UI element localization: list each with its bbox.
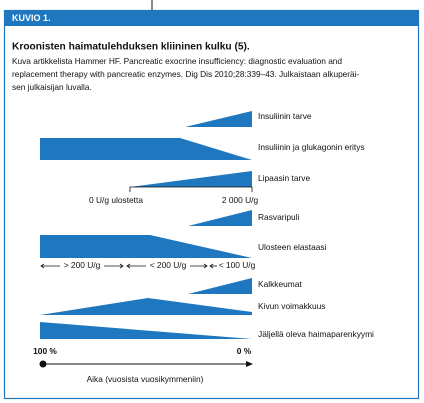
wedge [188, 210, 252, 226]
caption-line: sen julkaisijan luvalla. [12, 82, 92, 92]
wedge [40, 298, 252, 315]
elastase-level: > 200 U/g [64, 260, 101, 270]
row-label: Jäljellä oleva haimaparenkyymi [258, 329, 374, 339]
caption-line: replacement therapy with pancreatic enzy… [12, 69, 360, 79]
axis-start: 100 % [33, 346, 57, 356]
scale-label: 2 000 U/g [222, 195, 259, 205]
row-label: Rasvaripuli [258, 212, 300, 222]
axis-label: Aika (vuosista vuosikymmeniin) [87, 374, 204, 384]
wedge [188, 278, 252, 294]
header-label: KUVIO 1. [12, 13, 51, 23]
header-bar [4, 10, 419, 26]
wedge [130, 171, 252, 187]
row-label: Lipaasin tarve [258, 173, 310, 183]
caption-line: Kuva artikkelista Hammer HF. Pancreatic … [12, 56, 342, 66]
wedge [40, 322, 252, 339]
bracket [129, 186, 253, 192]
elastase-level: < 100 U/g [219, 260, 256, 270]
timeline-arrow [246, 361, 253, 367]
wedge [40, 138, 252, 160]
elastase-level: < 200 U/g [150, 260, 187, 270]
axis-end: 0 % [237, 346, 252, 356]
row-label: Insuliinin ja glukagonin eritys [258, 142, 365, 152]
row-label: Insuliinin tarve [258, 111, 312, 121]
wedge [40, 235, 252, 258]
row-label: Kivun voimakkuus [258, 301, 326, 311]
elastase-arrows [40, 263, 217, 269]
scale-label: 0 U/g ulostetta [89, 195, 143, 205]
wedge [185, 111, 252, 127]
row-label: Ulosteen elastaasi [258, 242, 327, 252]
row-label: Kalkkeumat [258, 279, 302, 289]
title: Kroonisten haimatulehduksen kliininen ku… [12, 42, 250, 53]
